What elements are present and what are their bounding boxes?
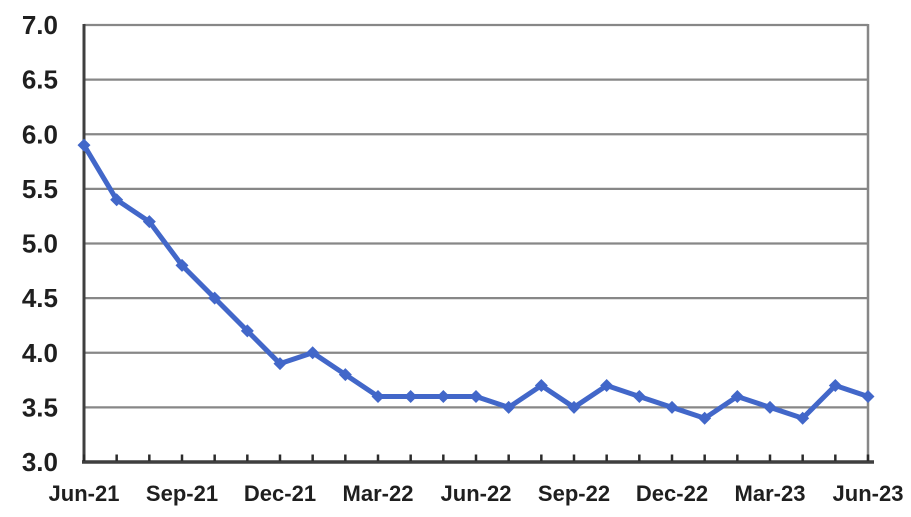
y-axis-tick-label: 6.0 [22,119,58,149]
data-point-marker [240,324,254,338]
x-axis-tick-label: Mar-22 [343,481,414,506]
data-point-marker [730,389,744,403]
data-point-marker [665,400,679,414]
data-line [81,142,871,421]
data-point-marker [142,215,156,229]
x-axis-tick-label: Sep-21 [146,481,218,506]
x-axis-tick-label: Sep-22 [538,481,610,506]
x-axis-tick-label: Dec-21 [244,481,316,506]
data-point-marker [861,389,875,403]
data-point-marker [600,379,614,393]
x-axis-tick-label: Dec-22 [636,481,708,506]
data-point-marker [175,258,189,272]
data-point-marker [763,400,777,414]
data-point-marker [436,389,450,403]
data-point-marker [306,346,320,360]
x-axis-tick-label: Jun-21 [49,481,120,506]
y-axis-tick-label: 7.0 [22,10,58,40]
y-axis-tick-label: 6.5 [22,65,58,95]
data-point-marker [698,411,712,425]
data-point-marker [110,193,124,207]
data-point-marker [534,379,548,393]
data-point-marker [273,357,287,371]
y-axis-tick-label: 4.5 [22,283,58,313]
data-point-marker [371,389,385,403]
y-axis-tick-label: 4.0 [22,338,58,368]
data-point-marker [208,291,222,305]
y-axis-tick-label: 5.0 [22,229,58,259]
y-axis-tick-label: 3.5 [22,392,58,422]
data-point-marker [828,379,842,393]
data-point-marker [796,411,810,425]
x-axis-tick-label: Mar-23 [735,481,806,506]
data-point-marker [404,389,418,403]
data-point-marker [632,389,646,403]
x-axis-tick-label: Jun-22 [441,481,512,506]
x-axis-tick-label: Jun-23 [833,481,904,506]
y-axis-tick-label: 3.0 [22,447,58,477]
y-axis-tick-label: 5.5 [22,174,58,204]
data-point-marker [502,400,516,414]
data-point-marker [567,400,581,414]
data-point-marker [338,368,352,382]
data-point-marker [469,389,483,403]
data-point-marker [77,138,91,152]
